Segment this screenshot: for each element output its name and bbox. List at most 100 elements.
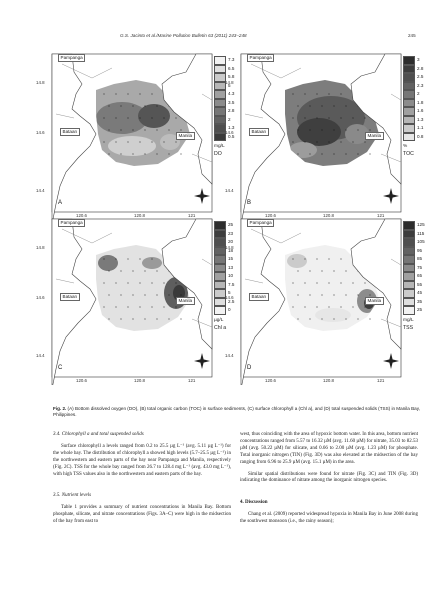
longitude-tick: 120.8 [134,213,145,218]
river-line [61,228,113,244]
station-marker [345,318,347,320]
station-marker [345,294,347,296]
river-line [191,153,213,163]
colorbar-swatch [214,90,226,99]
label-pampanga: Pampanga [58,54,86,62]
colorbar-tick-label: 1.1 [417,125,424,130]
longitude-tick: 120.6 [265,378,276,383]
left-column: 3.4. Chlorophyll a and total suspended s… [53,432,231,531]
station-marker [156,294,158,296]
station-marker [340,93,342,95]
colorbar-swatch [403,306,415,315]
station-marker [340,282,342,284]
station-marker [120,153,122,155]
station-marker [316,258,318,260]
station-marker [108,105,110,107]
colorbar-tick-label: 13 [228,264,234,270]
paragraph-nutrients: Table 1 provides a summary of nutrient c… [53,505,231,525]
colorbar-tick-label: 0.8 [417,133,424,139]
north-arrow-icon [194,188,210,204]
label-pampanga: Pampanga [58,219,86,227]
colorbar-swatch [214,115,226,124]
longitude-tick: 120.8 [323,213,334,218]
colorbar-swatch [214,221,226,230]
colorbar-tick-label: 45 [417,290,423,295]
colorbar-variable: DO [214,151,222,157]
station-marker [168,294,170,296]
station-marker [139,282,141,284]
colorbar-swatch [214,289,226,298]
station-marker [304,282,306,284]
colorbar-tick-label: 2 [417,91,420,96]
river-line [55,278,75,284]
station-marker [163,117,165,119]
station-marker [132,294,134,296]
map-panel-c: 25 23 20 18 15 13 10 7.5 5 2.5 0 µg/L Chl a Pampanga B… [48,215,246,385]
luzon-landmass [161,53,213,185]
colorbar-unit: µg/L [214,317,224,323]
label-manila: Manila [365,132,384,140]
label-bataan: Bataan [249,128,269,136]
colorbar-tick-label: 1.3 [228,125,235,130]
bataan-landmass [51,218,97,385]
contour-zone [315,308,351,322]
station-marker [316,117,318,119]
colorbar-tick-label: 125 [417,222,425,227]
colorbar-swatch [403,98,415,107]
station-marker [103,306,105,308]
station-marker [120,105,122,107]
station-marker [333,318,335,320]
bataan-landmass [51,53,97,220]
panel-letter: B [247,200,252,206]
river-line [250,63,302,79]
contour-zone [108,136,156,156]
longitude-tick: 120.6 [265,213,276,218]
longitude-tick: 120.8 [134,378,145,383]
river-line [201,258,213,266]
river-line [244,113,264,119]
panel-letter: C [58,365,63,371]
section-heading-discussion: 4. Discussion [240,500,268,506]
luzon-landmass [350,218,402,350]
station-marker [103,258,105,260]
station-marker [103,93,105,95]
station-marker [328,93,330,95]
luzon-landmass [161,218,213,350]
station-marker [163,282,165,284]
latitude-tick: 14.6 [36,295,45,300]
right-column: west, thus coinciding with the area of h… [240,432,418,531]
colorbar-tick-label: 85 [417,256,423,261]
map-panel-d: 125 115 105 95 85 75 65 55 45 35 25 mg/L TSS Pampanga… [237,215,435,385]
running-head: G.S. Jacinto et al./Marine Pollution Bul… [120,33,247,38]
station-marker [304,306,306,308]
longitude-tick: 121 [377,378,385,383]
station-marker [345,270,347,272]
station-marker [108,129,110,131]
colorbar-tick-label: 2.3 [417,82,424,88]
latitude-tick: 14.4 [36,353,45,358]
latitude-tick: 14.8 [36,245,45,250]
caption-fig-label: Fig. 2. [53,406,67,411]
river-line [390,93,402,101]
station-marker [120,129,122,131]
colorbar-tick-label: 55 [417,281,423,287]
station-marker [127,141,129,143]
station-marker [139,306,141,308]
station-marker [297,294,299,296]
station-marker [357,318,359,320]
colorbar-swatch [403,90,415,99]
colorbar-tick-label: 1.6 [417,108,424,113]
colorbar-swatch [403,280,415,289]
station-marker [352,141,354,143]
station-marker [364,141,366,143]
station-marker [156,153,158,155]
paragraph-nitrate-tin: Similar spatial distributions were found… [240,471,418,484]
station-marker [292,282,294,284]
colorbar-tick-label: 115 [417,230,425,236]
station-marker [139,258,141,260]
colorbar-swatch [214,132,226,141]
station-marker [180,129,182,131]
station-marker [352,282,354,284]
station-marker [340,117,342,119]
north-arrow-icon [383,188,399,204]
